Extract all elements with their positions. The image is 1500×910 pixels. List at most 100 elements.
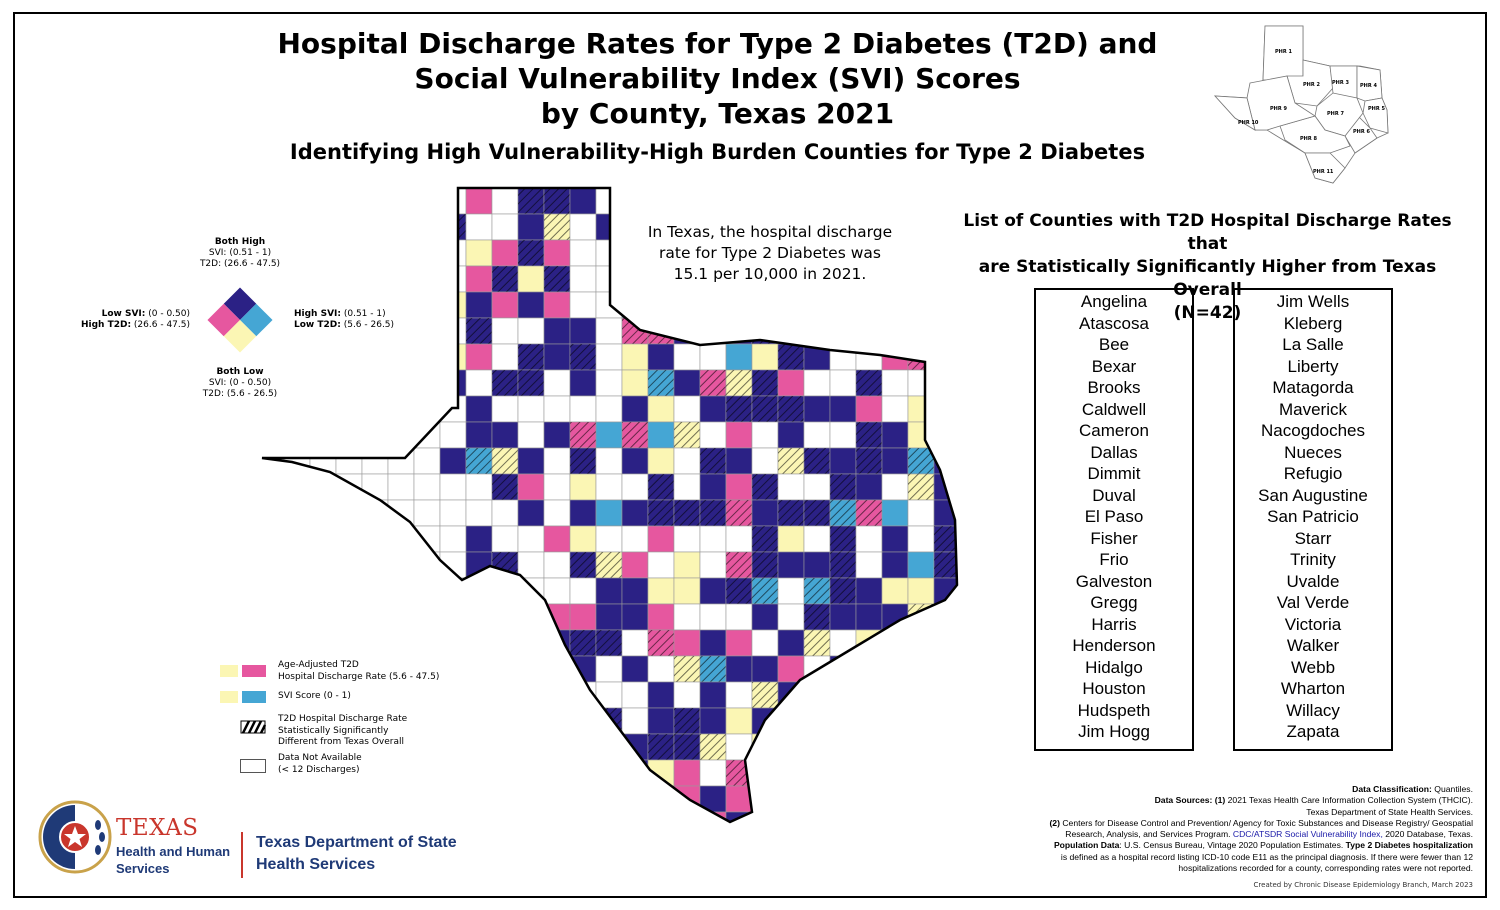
- county-cell: [413, 447, 441, 475]
- county-cell: [543, 733, 571, 761]
- phr-label: PHR 3: [1332, 80, 1349, 86]
- county-significance-hatch: [466, 604, 492, 630]
- county-cell: [361, 759, 389, 787]
- county-cell: [439, 239, 467, 267]
- county-cell: [361, 265, 389, 293]
- county-cell: [283, 577, 311, 605]
- county-cell: [465, 291, 493, 319]
- county-list-item: Frio: [1099, 550, 1129, 569]
- county-cell: [413, 473, 441, 501]
- county-cell: [569, 395, 597, 423]
- county-cell: [907, 369, 935, 397]
- county-list-item: Dimmit: [1087, 464, 1141, 483]
- legend-swatch-na: [240, 759, 266, 773]
- county-significance-hatch: [882, 734, 908, 760]
- county-significance-hatch: [778, 292, 804, 318]
- county-cell: [387, 759, 415, 787]
- county-cell: [569, 188, 597, 215]
- county-cell: [621, 655, 649, 683]
- county-list-item: La Salle: [1282, 335, 1344, 354]
- county-significance-hatch: [362, 240, 388, 266]
- county-significance-hatch: [856, 448, 882, 474]
- county-cell: [491, 759, 519, 787]
- county-cell: [725, 655, 753, 683]
- county-cell: [491, 395, 519, 423]
- county-cell: [881, 369, 909, 397]
- county-cell: [262, 551, 285, 579]
- county-cell: [465, 629, 493, 657]
- county-cell: [881, 291, 909, 319]
- county-cell: [855, 317, 883, 345]
- county-list-item: Hidalgo: [1085, 657, 1143, 677]
- county-significance-hatch: [700, 500, 726, 526]
- county-cell: [335, 577, 363, 605]
- county-cell: [595, 733, 623, 761]
- county-cell: [777, 291, 805, 319]
- county-cell: [491, 733, 519, 761]
- county-cell: [777, 655, 805, 683]
- county-cell: [517, 395, 545, 423]
- county-cell: [829, 603, 857, 631]
- county-list-item: Uvalde: [1286, 571, 1340, 591]
- legend-t2d-rate: Age-Adjusted T2D Hospital Discharge Rate …: [278, 660, 440, 682]
- county-cell: [543, 369, 571, 397]
- county-cell: [309, 785, 337, 813]
- legend-swatch-low-t2d: [220, 665, 238, 677]
- county-list-item: Houston: [1082, 679, 1146, 698]
- legend-significance: T2D Hospital Discharge Rate Statistically…: [278, 714, 408, 747]
- county-cell: [569, 681, 597, 709]
- county-cell: [361, 577, 389, 605]
- county-significance-hatch: [440, 682, 466, 708]
- county-cell: [543, 681, 571, 709]
- county-cell: [262, 499, 285, 527]
- county-cell: [673, 447, 701, 475]
- county-cell: [881, 681, 909, 709]
- county-cell: [907, 551, 935, 579]
- county-cell: [621, 811, 649, 822]
- title-line: Social Vulnerability Index (SVI) Scores: [414, 62, 1021, 95]
- county-cell: [335, 188, 363, 215]
- county-cell: [699, 395, 727, 423]
- county-cell: [725, 188, 753, 215]
- phr-regions: [1214, 25, 1389, 184]
- map-title: Hospital Discharge Rates for Type 2 Diab…: [200, 26, 1235, 131]
- county-cell: [777, 317, 805, 345]
- county-cell: [751, 291, 779, 319]
- map-frame: [13, 12, 1487, 898]
- county-cell: [543, 395, 571, 423]
- county-cell: [465, 603, 493, 631]
- county-list-item: San Augustine: [1258, 485, 1368, 505]
- county-significance-hatch: [856, 500, 882, 526]
- phr-label: PHR 6: [1353, 129, 1370, 135]
- county-cell: [777, 785, 805, 813]
- county-list-item: Bee: [1098, 335, 1130, 354]
- created-by-note: Created by Chronic Disease Epidemiology …: [1253, 881, 1473, 889]
- county-significance-hatch: [726, 500, 752, 526]
- county-cell: [777, 811, 805, 822]
- county-cell: [465, 577, 493, 605]
- county-cell: [387, 551, 415, 579]
- svi-link[interactable]: CDC/ATSDR Social Vulnerability Index,: [1232, 829, 1383, 840]
- county-cell: [699, 759, 727, 787]
- county-cell: [309, 369, 337, 397]
- county-cell: [361, 551, 389, 579]
- county-cell: [751, 655, 779, 683]
- county-cell: [517, 681, 545, 709]
- county-cell: [361, 629, 389, 657]
- county-cell: [361, 213, 389, 241]
- county-cell: [855, 525, 883, 553]
- county-cell: [439, 603, 467, 631]
- county-cell: [803, 551, 831, 579]
- county-cell: [543, 317, 571, 345]
- county-cell: [439, 343, 467, 371]
- county-significance-hatch: [804, 448, 830, 474]
- county-cell: [335, 421, 363, 449]
- county-cell: [283, 473, 311, 501]
- county-cell: [465, 707, 493, 735]
- county-cell: [647, 577, 675, 605]
- county-cell: [881, 707, 909, 735]
- county-cell: [413, 213, 441, 241]
- county-cell: [543, 525, 571, 553]
- county-cell: [699, 603, 727, 631]
- county-cell: [465, 551, 493, 579]
